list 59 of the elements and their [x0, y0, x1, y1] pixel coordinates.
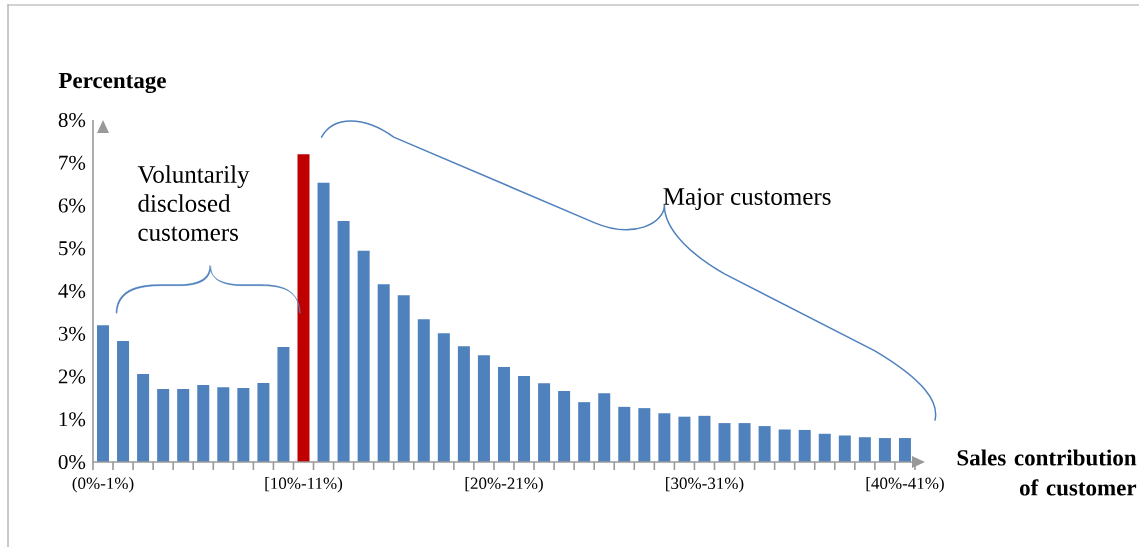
- bar: [497, 367, 510, 462]
- bar: [157, 388, 170, 462]
- bar: [778, 429, 791, 462]
- bar: [337, 220, 350, 462]
- y-tick-label: 7%: [59, 155, 86, 170]
- bar: [277, 347, 290, 462]
- bar: [718, 423, 731, 462]
- x-tick-label: (0%-1%): [72, 477, 134, 493]
- y-tick-label: 0%: [58, 454, 86, 470]
- bar: [898, 438, 911, 462]
- x-tick-label: [20%-21%): [465, 477, 543, 493]
- bar: [518, 376, 531, 462]
- bar: [477, 355, 490, 462]
- bar: [818, 433, 831, 462]
- y-tick-label: 8%: [58, 112, 86, 128]
- bar: [257, 382, 270, 462]
- bar: [317, 182, 330, 462]
- bar: [878, 438, 891, 462]
- bar: [618, 406, 631, 462]
- bar: [598, 393, 611, 462]
- bar: [638, 408, 651, 462]
- x-tick-label: [10%-11%): [265, 477, 343, 493]
- bar: [838, 435, 851, 462]
- x-axis-title: Sales contribution of customer: [957, 449, 1137, 496]
- bar: [578, 402, 591, 462]
- y-axis-title: Percentage: [58, 72, 166, 94]
- bar: [397, 295, 410, 462]
- y-tick-label: 5%: [59, 241, 86, 256]
- bar: [117, 341, 130, 462]
- bar: [297, 154, 310, 462]
- bar: [698, 415, 711, 462]
- bar: [457, 346, 470, 462]
- bar: [538, 383, 551, 462]
- bar: [678, 416, 691, 462]
- x-tick-label: [40%-41%): [866, 477, 944, 493]
- bar: [858, 437, 871, 462]
- y-tick-label: 3%: [58, 326, 86, 341]
- x-tick-label: [30%-31%): [666, 477, 744, 493]
- annotation: Voluntarily disclosed customers: [137, 165, 250, 241]
- bar: [738, 423, 751, 462]
- bar: [658, 413, 671, 462]
- bar: [377, 284, 390, 462]
- bar: [758, 426, 771, 462]
- bar: [798, 429, 811, 462]
- y-tick-label: 4%: [58, 283, 86, 299]
- bar: [558, 391, 571, 462]
- y-tick-label: 2%: [58, 369, 86, 384]
- annotation: Major customers: [663, 188, 831, 211]
- bar: [437, 333, 450, 462]
- bar: [177, 388, 190, 462]
- bar: [237, 388, 250, 462]
- y-tick-label: 1%: [59, 412, 86, 427]
- bar: [197, 385, 210, 462]
- bar: [357, 250, 370, 462]
- bar: [97, 325, 110, 462]
- bar: [217, 387, 230, 462]
- y-tick-label: 6%: [58, 198, 86, 213]
- bar: [417, 319, 430, 462]
- bar: [137, 373, 150, 462]
